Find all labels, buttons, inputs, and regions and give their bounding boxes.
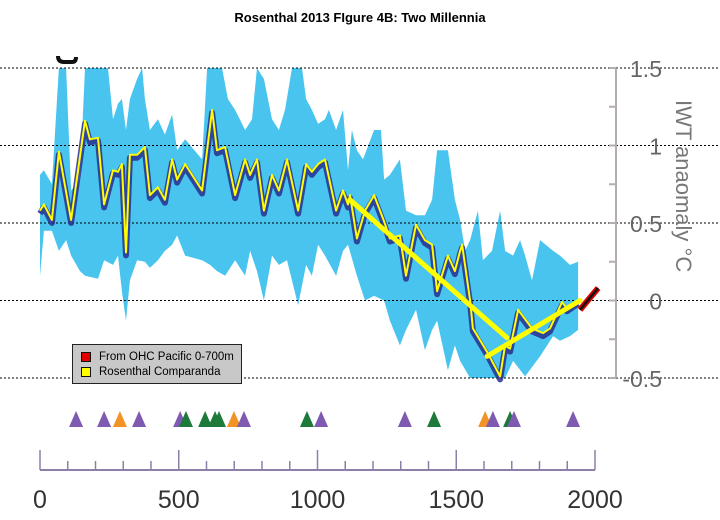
legend-label: From OHC Pacific 0-700m	[99, 350, 234, 363]
ohc-line	[579, 287, 600, 311]
site-marker-orange	[112, 411, 127, 427]
y-axis: 1.5 1 0.5 0 -0.5	[609, 56, 662, 392]
x-tick-label: 1500	[428, 486, 484, 514]
site-marker-green	[211, 411, 226, 427]
x-tick-label: 500	[158, 486, 200, 514]
y-tick-label: 1	[649, 134, 662, 160]
site-marker-orange	[226, 411, 241, 427]
site-marker-purple	[132, 411, 147, 427]
legend-swatch-red	[81, 351, 91, 362]
site-marker-purple	[314, 411, 329, 427]
legend: From OHC Pacific 0-700m Rosenthal Compar…	[72, 344, 242, 384]
legend-entry-comparanda: Rosenthal Comparanda	[81, 364, 241, 379]
y-tick-label: 1.5	[630, 56, 662, 82]
site-marker-green	[178, 411, 193, 427]
x-tick-label: 2000	[567, 486, 623, 514]
trend-line-decline	[347, 197, 510, 341]
site-marker-green	[198, 411, 213, 427]
site-marker-purple	[97, 411, 112, 427]
site-marker-purple	[485, 411, 500, 427]
x-axis: 0 500 1000 1500 2000	[33, 450, 623, 514]
legend-entry-ohc: From OHC Pacific 0-700m	[81, 349, 241, 364]
chart-title: Rosenthal 2013 FIgure 4B: Two Millennia	[234, 10, 486, 25]
site-marker-purple	[566, 411, 581, 427]
x-tick-label: 0	[33, 486, 47, 514]
site-marker-purple	[69, 411, 84, 427]
legend-swatch-yellow	[81, 366, 91, 377]
y-tick-label: 0.5	[630, 211, 662, 237]
panel-letter-fragment	[56, 55, 78, 64]
site-marker-purple	[506, 411, 521, 427]
site-marker-purple	[236, 411, 251, 427]
site-marker-green	[427, 411, 442, 427]
series-layer	[37, 108, 601, 383]
site-marker-purple	[397, 411, 412, 427]
site-marker-green	[299, 411, 314, 427]
comparanda-line	[39, 108, 579, 378]
marker-layer	[69, 411, 581, 427]
y-tick-label: -0.5	[622, 366, 662, 392]
legend-label: Rosenthal Comparanda	[99, 365, 221, 378]
x-tick-label: 1000	[290, 486, 346, 514]
y-tick-label: 0	[649, 289, 662, 315]
trend-line-recovery	[484, 298, 583, 359]
y-axis-label: IWT anaomaly °C	[671, 100, 696, 272]
